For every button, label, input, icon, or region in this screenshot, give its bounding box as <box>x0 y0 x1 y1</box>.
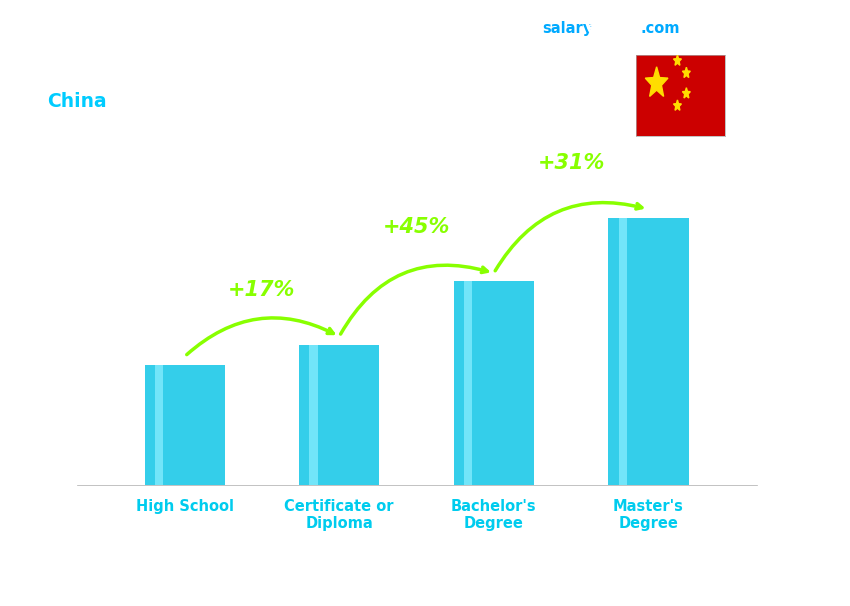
Bar <box>454 281 534 485</box>
Bar <box>464 281 472 485</box>
Bar <box>619 218 626 485</box>
Text: +17%: +17% <box>229 281 296 301</box>
Bar <box>309 345 318 485</box>
Bar <box>155 365 163 485</box>
Polygon shape <box>673 100 682 110</box>
Text: 21,600 CNY: 21,600 CNY <box>139 347 230 361</box>
Text: 36,600 CNY: 36,600 CNY <box>449 264 539 278</box>
Text: explorer: explorer <box>586 21 656 36</box>
Text: 25,200 CNY: 25,200 CNY <box>294 327 384 341</box>
Bar <box>608 218 689 485</box>
Text: +45%: +45% <box>382 217 450 237</box>
Polygon shape <box>645 67 668 96</box>
Text: Impact Assessment Specialist: Impact Assessment Specialist <box>47 65 326 84</box>
Text: Average Monthly Salary: Average Monthly Salary <box>818 241 828 365</box>
Bar <box>299 345 379 485</box>
Text: .com: .com <box>641 21 680 36</box>
Polygon shape <box>673 55 682 65</box>
Text: China: China <box>47 92 106 111</box>
Text: +31%: +31% <box>537 153 604 173</box>
Polygon shape <box>683 88 690 98</box>
Text: salary: salary <box>542 21 592 36</box>
Text: 48,100 CNY: 48,100 CNY <box>603 200 694 214</box>
Text: Salary Comparison By Education: Salary Comparison By Education <box>47 33 580 61</box>
Bar <box>144 365 225 485</box>
Polygon shape <box>683 67 690 78</box>
